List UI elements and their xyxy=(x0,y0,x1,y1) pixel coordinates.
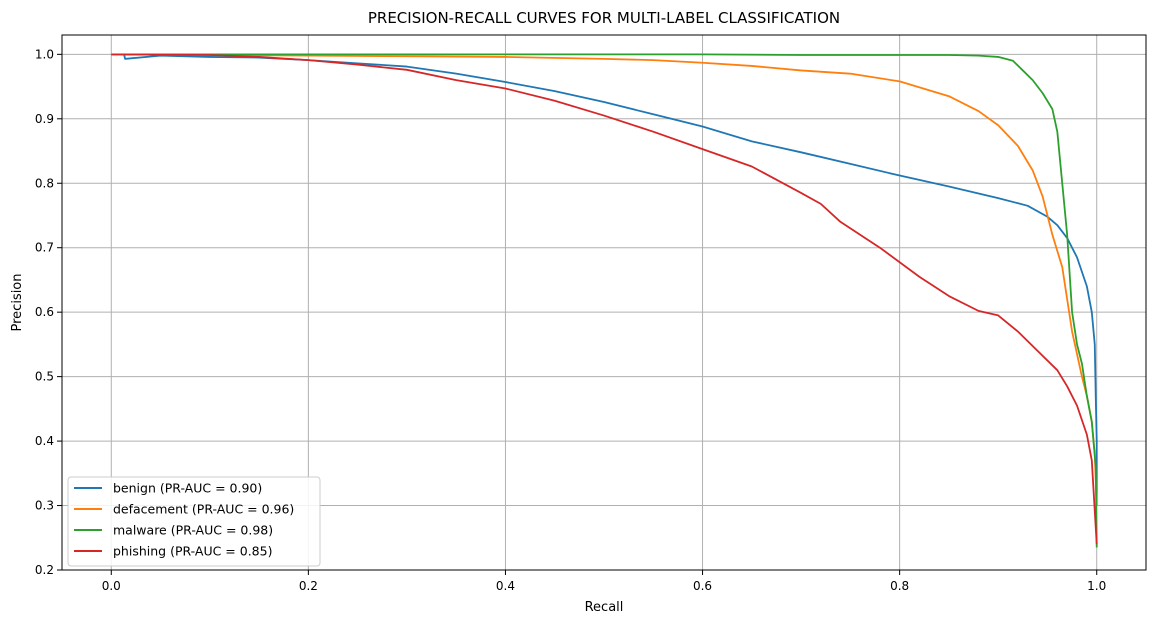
plot-frame xyxy=(61,34,1147,571)
y-axis-label: Precision xyxy=(10,273,25,331)
y-tick-label: 0.5 xyxy=(35,370,54,384)
grid xyxy=(62,35,1146,571)
x-tick-label: 0.6 xyxy=(693,579,712,593)
x-tick-label: 0.4 xyxy=(496,579,515,593)
x-tick-label: 0.2 xyxy=(299,579,318,593)
legend-label: malware (PR-AUC = 0.98) xyxy=(113,523,273,538)
y-tick-label: 0.9 xyxy=(35,112,54,126)
legend: benign (PR-AUC = 0.90) defacement (PR-AUC… xyxy=(67,476,321,567)
y-axis-ticks: 0.2 0.3 0.4 0.5 0.6 0.7 0.8 0.9 1.0 xyxy=(35,47,62,577)
series-layer xyxy=(111,53,1098,548)
legend-label: defacement (PR-AUC = 0.96) xyxy=(113,502,294,517)
series-line-malware xyxy=(111,53,1098,548)
legend-entry: benign (PR-AUC = 0.90) xyxy=(74,481,262,496)
legend-entry: defacement (PR-AUC = 0.96) xyxy=(74,502,294,517)
y-tick-label: 0.6 xyxy=(35,305,54,319)
x-axis-ticks: 0.0 0.2 0.4 0.6 0.8 1.0 xyxy=(102,570,1106,593)
legend-label: phishing (PR-AUC = 0.85) xyxy=(113,544,272,559)
y-tick-label: 0.2 xyxy=(35,563,54,577)
legend-entry: malware (PR-AUC = 0.98) xyxy=(74,523,273,538)
series-line-benign xyxy=(111,53,1098,506)
x-tick-label: 0.0 xyxy=(102,579,121,593)
y-tick-label: 0.8 xyxy=(35,176,54,190)
x-axis-label: Recall xyxy=(585,600,624,615)
x-tick-label: 0.8 xyxy=(890,579,909,593)
legend-entry: phishing (PR-AUC = 0.85) xyxy=(74,544,272,559)
legend-box xyxy=(67,476,321,567)
y-tick-label: 1.0 xyxy=(35,47,54,61)
y-tick-label: 0.4 xyxy=(35,434,54,448)
x-tick-label: 1.0 xyxy=(1087,579,1106,593)
legend-label: benign (PR-AUC = 0.90) xyxy=(113,481,262,496)
series-line-defacement xyxy=(111,53,1098,506)
y-tick-label: 0.7 xyxy=(35,241,54,255)
y-tick-label: 0.3 xyxy=(35,499,54,513)
series-line-phishing xyxy=(111,53,1098,545)
chart-title: PRECISION-RECALL CURVES FOR MULTI-LABEL … xyxy=(368,9,840,27)
